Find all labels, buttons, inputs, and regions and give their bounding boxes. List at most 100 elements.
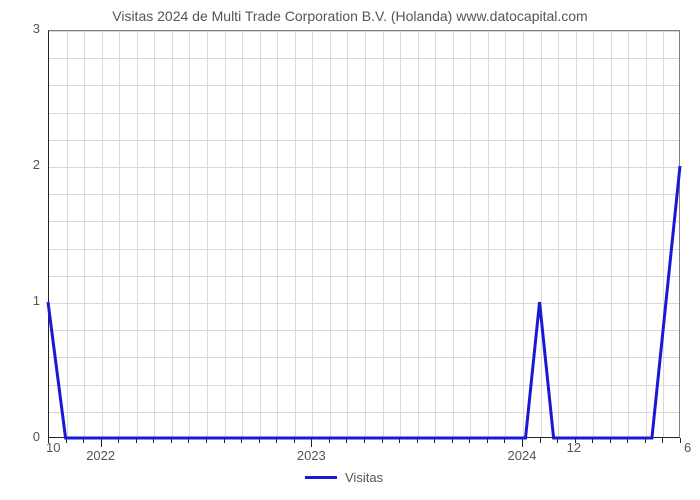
x-tick-minor: [610, 438, 611, 443]
gridline-h-minor: [49, 249, 679, 250]
gridline-h-minor: [49, 194, 679, 195]
x-tick-minor: [294, 438, 295, 443]
x-tick-label: 2023: [281, 448, 341, 463]
gridline-v: [277, 31, 278, 437]
x-tick-minor: [540, 438, 541, 443]
x-tick-minor: [224, 438, 225, 443]
gridline-h-minor: [49, 85, 679, 86]
gridline-v: [383, 31, 384, 437]
y-tick-label: 1: [20, 293, 40, 308]
y-tick-label: 3: [20, 21, 40, 36]
x-tick-minor: [83, 438, 84, 443]
x-tick-minor: [118, 438, 119, 443]
x-tick-minor: [276, 438, 277, 443]
plot-area: [48, 30, 680, 438]
x-tick-major: [311, 438, 312, 447]
gridline-v: [558, 31, 559, 437]
legend-label: Visitas: [345, 470, 383, 485]
gridline-v: [260, 31, 261, 437]
corner-label-right-outer: 6: [684, 440, 691, 455]
corner-label-right-inner: 12: [567, 440, 581, 455]
x-tick-minor: [241, 438, 242, 443]
corner-label-left: 10: [46, 440, 60, 455]
gridline-v: [628, 31, 629, 437]
legend: Visitas: [305, 470, 383, 485]
x-tick-minor: [364, 438, 365, 443]
x-tick-minor: [417, 438, 418, 443]
gridline-h-minor: [49, 140, 679, 141]
x-tick-minor: [188, 438, 189, 443]
gridline-v: [576, 31, 577, 437]
gridline-v: [295, 31, 296, 437]
gridline-v: [242, 31, 243, 437]
x-tick-minor: [680, 438, 681, 443]
x-tick-minor: [592, 438, 593, 443]
gridline-h: [49, 167, 679, 168]
gridline-h-minor: [49, 357, 679, 358]
legend-swatch: [305, 476, 337, 479]
gridline-v: [225, 31, 226, 437]
x-tick-minor: [346, 438, 347, 443]
gridline-v: [137, 31, 138, 437]
gridline-v: [189, 31, 190, 437]
gridline-v: [418, 31, 419, 437]
gridline-v: [435, 31, 436, 437]
x-tick-minor: [329, 438, 330, 443]
gridline-v: [593, 31, 594, 437]
x-tick-minor: [206, 438, 207, 443]
gridline-v: [347, 31, 348, 437]
y-tick-label: 0: [20, 429, 40, 444]
gridline-v: [365, 31, 366, 437]
gridline-v: [663, 31, 664, 437]
x-tick-minor: [399, 438, 400, 443]
x-tick-minor: [259, 438, 260, 443]
gridline-v: [470, 31, 471, 437]
chart-title: Visitas 2024 de Multi Trade Corporation …: [0, 8, 700, 24]
x-tick-major: [101, 438, 102, 447]
gridline-v: [488, 31, 489, 437]
gridline-h: [49, 303, 679, 304]
gridline-h-minor: [49, 385, 679, 386]
gridline-v: [207, 31, 208, 437]
y-tick-label: 2: [20, 157, 40, 172]
x-tick-label: 2024: [492, 448, 552, 463]
gridline-h-minor: [49, 113, 679, 114]
x-tick-minor: [645, 438, 646, 443]
gridline-h-minor: [49, 221, 679, 222]
line-chart: Visitas 2024 de Multi Trade Corporation …: [0, 0, 700, 500]
gridline-h-minor: [49, 276, 679, 277]
x-tick-minor: [452, 438, 453, 443]
gridline-h-minor: [49, 412, 679, 413]
gridline-h-minor: [49, 330, 679, 331]
x-tick-minor: [487, 438, 488, 443]
gridline-v: [523, 31, 524, 437]
x-tick-minor: [662, 438, 663, 443]
gridline-v: [400, 31, 401, 437]
x-tick-minor: [171, 438, 172, 443]
x-tick-minor: [504, 438, 505, 443]
gridline-v: [646, 31, 647, 437]
x-tick-major: [522, 438, 523, 447]
gridline-v: [67, 31, 68, 437]
gridline-v: [453, 31, 454, 437]
x-tick-minor: [153, 438, 154, 443]
gridline-v: [102, 31, 103, 437]
x-tick-minor: [557, 438, 558, 443]
x-tick-minor: [136, 438, 137, 443]
gridline-h-minor: [49, 58, 679, 59]
gridline-v: [312, 31, 313, 437]
x-tick-minor: [469, 438, 470, 443]
x-tick-minor: [627, 438, 628, 443]
gridline-v: [119, 31, 120, 437]
gridline-v: [330, 31, 331, 437]
gridline-h: [49, 31, 679, 32]
gridline-v: [541, 31, 542, 437]
gridline-v: [172, 31, 173, 437]
x-tick-minor: [434, 438, 435, 443]
x-tick-minor: [382, 438, 383, 443]
x-tick-label: 2022: [71, 448, 131, 463]
gridline-v: [84, 31, 85, 437]
gridline-v: [505, 31, 506, 437]
gridline-v: [154, 31, 155, 437]
x-tick-minor: [66, 438, 67, 443]
